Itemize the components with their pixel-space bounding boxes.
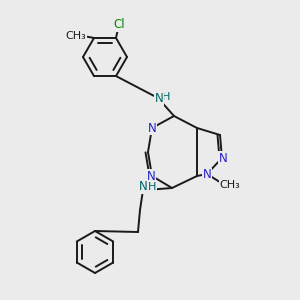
Text: CH₃: CH₃ bbox=[220, 180, 240, 190]
Text: N: N bbox=[139, 181, 147, 194]
Text: CH₃: CH₃ bbox=[66, 31, 86, 41]
Text: H: H bbox=[148, 182, 156, 192]
Text: Cl: Cl bbox=[113, 18, 125, 32]
Text: N: N bbox=[154, 92, 164, 106]
Text: N: N bbox=[148, 122, 156, 134]
Text: N: N bbox=[202, 169, 211, 182]
Text: N: N bbox=[147, 169, 155, 182]
Text: H: H bbox=[162, 92, 170, 102]
Text: N: N bbox=[219, 152, 227, 164]
